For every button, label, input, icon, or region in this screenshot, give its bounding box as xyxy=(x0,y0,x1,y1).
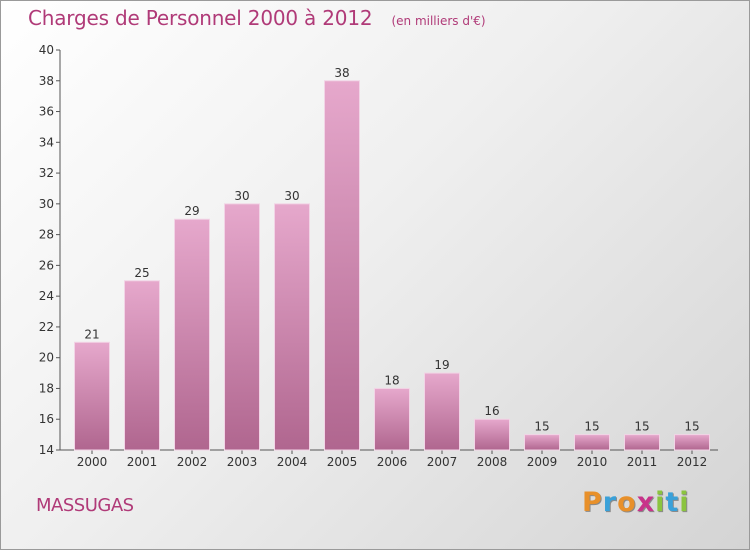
chart-data-labels: 21 25 29 30 30 38 18 19 16 15 15 15 15 xyxy=(84,66,699,434)
bar-2001 xyxy=(124,280,160,451)
x-tick-label: 2010 xyxy=(577,455,608,469)
x-tick-label: 2012 xyxy=(677,455,708,469)
bar-2010 xyxy=(574,434,610,451)
data-label-2003: 30 xyxy=(234,189,249,203)
chart-title-block: Charges de Personnel 2000 à 2012 (en mil… xyxy=(28,6,486,30)
data-label-2011: 15 xyxy=(634,420,649,434)
y-tick-label: 32 xyxy=(39,166,54,180)
x-tick-label: 2006 xyxy=(377,455,408,469)
y-tick-label: 28 xyxy=(39,228,54,242)
bar-2000 xyxy=(74,341,110,451)
bar-2007 xyxy=(424,372,460,451)
data-label-2004: 30 xyxy=(284,189,299,203)
y-tick-label: 24 xyxy=(39,289,54,303)
bar-2008 xyxy=(474,418,510,451)
y-tick-label: 22 xyxy=(39,320,54,334)
bar-2005 xyxy=(324,80,360,451)
logo-letter: P xyxy=(582,487,603,518)
bar-2011 xyxy=(624,434,660,451)
x-tick-label: 2011 xyxy=(627,455,658,469)
data-label-2000: 21 xyxy=(84,327,99,341)
logo-letter: i xyxy=(679,487,690,518)
x-tick-label: 2005 xyxy=(327,455,358,469)
town-name: MASSUGAS xyxy=(36,495,134,516)
y-tick-label: 18 xyxy=(39,381,54,395)
y-tick-label: 40 xyxy=(39,43,54,57)
logo-letter: r xyxy=(602,487,618,518)
data-label-2001: 25 xyxy=(134,266,149,280)
data-label-2007: 19 xyxy=(434,358,449,372)
y-tick-label: 16 xyxy=(39,412,54,426)
y-tick-label: 34 xyxy=(39,135,54,149)
y-tick-label: 14 xyxy=(39,443,54,457)
data-label-2008: 16 xyxy=(484,404,499,418)
data-label-2002: 29 xyxy=(184,204,199,218)
chart-title: Charges de Personnel 2000 à 2012 xyxy=(28,6,373,30)
data-label-2005: 38 xyxy=(334,66,349,80)
y-tick-label: 30 xyxy=(39,197,54,211)
bar-2012 xyxy=(674,434,710,451)
logo-letter: x xyxy=(636,487,656,518)
x-tick-label: 2002 xyxy=(177,455,208,469)
y-tick-label: 26 xyxy=(39,258,54,272)
chart-bars xyxy=(74,80,710,451)
data-label-2010: 15 xyxy=(584,420,599,434)
logo-letter: i xyxy=(655,487,666,518)
y-tick-label: 36 xyxy=(39,105,54,119)
bar-2002 xyxy=(174,218,210,451)
bar-2004 xyxy=(274,203,310,451)
x-tick-label: 2009 xyxy=(527,455,558,469)
chart-axes: 14 16 18 20 22 24 26 28 30 32 34 36 38 40 2000 2001 2002… xyxy=(39,43,718,469)
data-label-2009: 15 xyxy=(534,420,549,434)
x-tick-label: 2007 xyxy=(427,455,458,469)
logo-letter: t xyxy=(665,487,680,518)
data-label-2012: 15 xyxy=(684,420,699,434)
x-tick-label: 2001 xyxy=(127,455,158,469)
x-tick-label: 2008 xyxy=(477,455,508,469)
data-label-2006: 18 xyxy=(384,373,399,387)
x-tick-label: 2004 xyxy=(277,455,308,469)
x-tick-label: 2003 xyxy=(227,455,258,469)
y-tick-label: 20 xyxy=(39,351,54,365)
y-tick-label: 38 xyxy=(39,74,54,88)
proxiti-logo: Proxiti xyxy=(582,487,690,518)
bar-2003 xyxy=(224,203,260,451)
bar-2009 xyxy=(524,434,560,451)
x-tick-label: 2000 xyxy=(77,455,108,469)
logo-letter: o xyxy=(617,487,637,518)
bar-2006 xyxy=(374,387,410,451)
chart-unit-note: (en milliers d'€) xyxy=(391,14,486,28)
